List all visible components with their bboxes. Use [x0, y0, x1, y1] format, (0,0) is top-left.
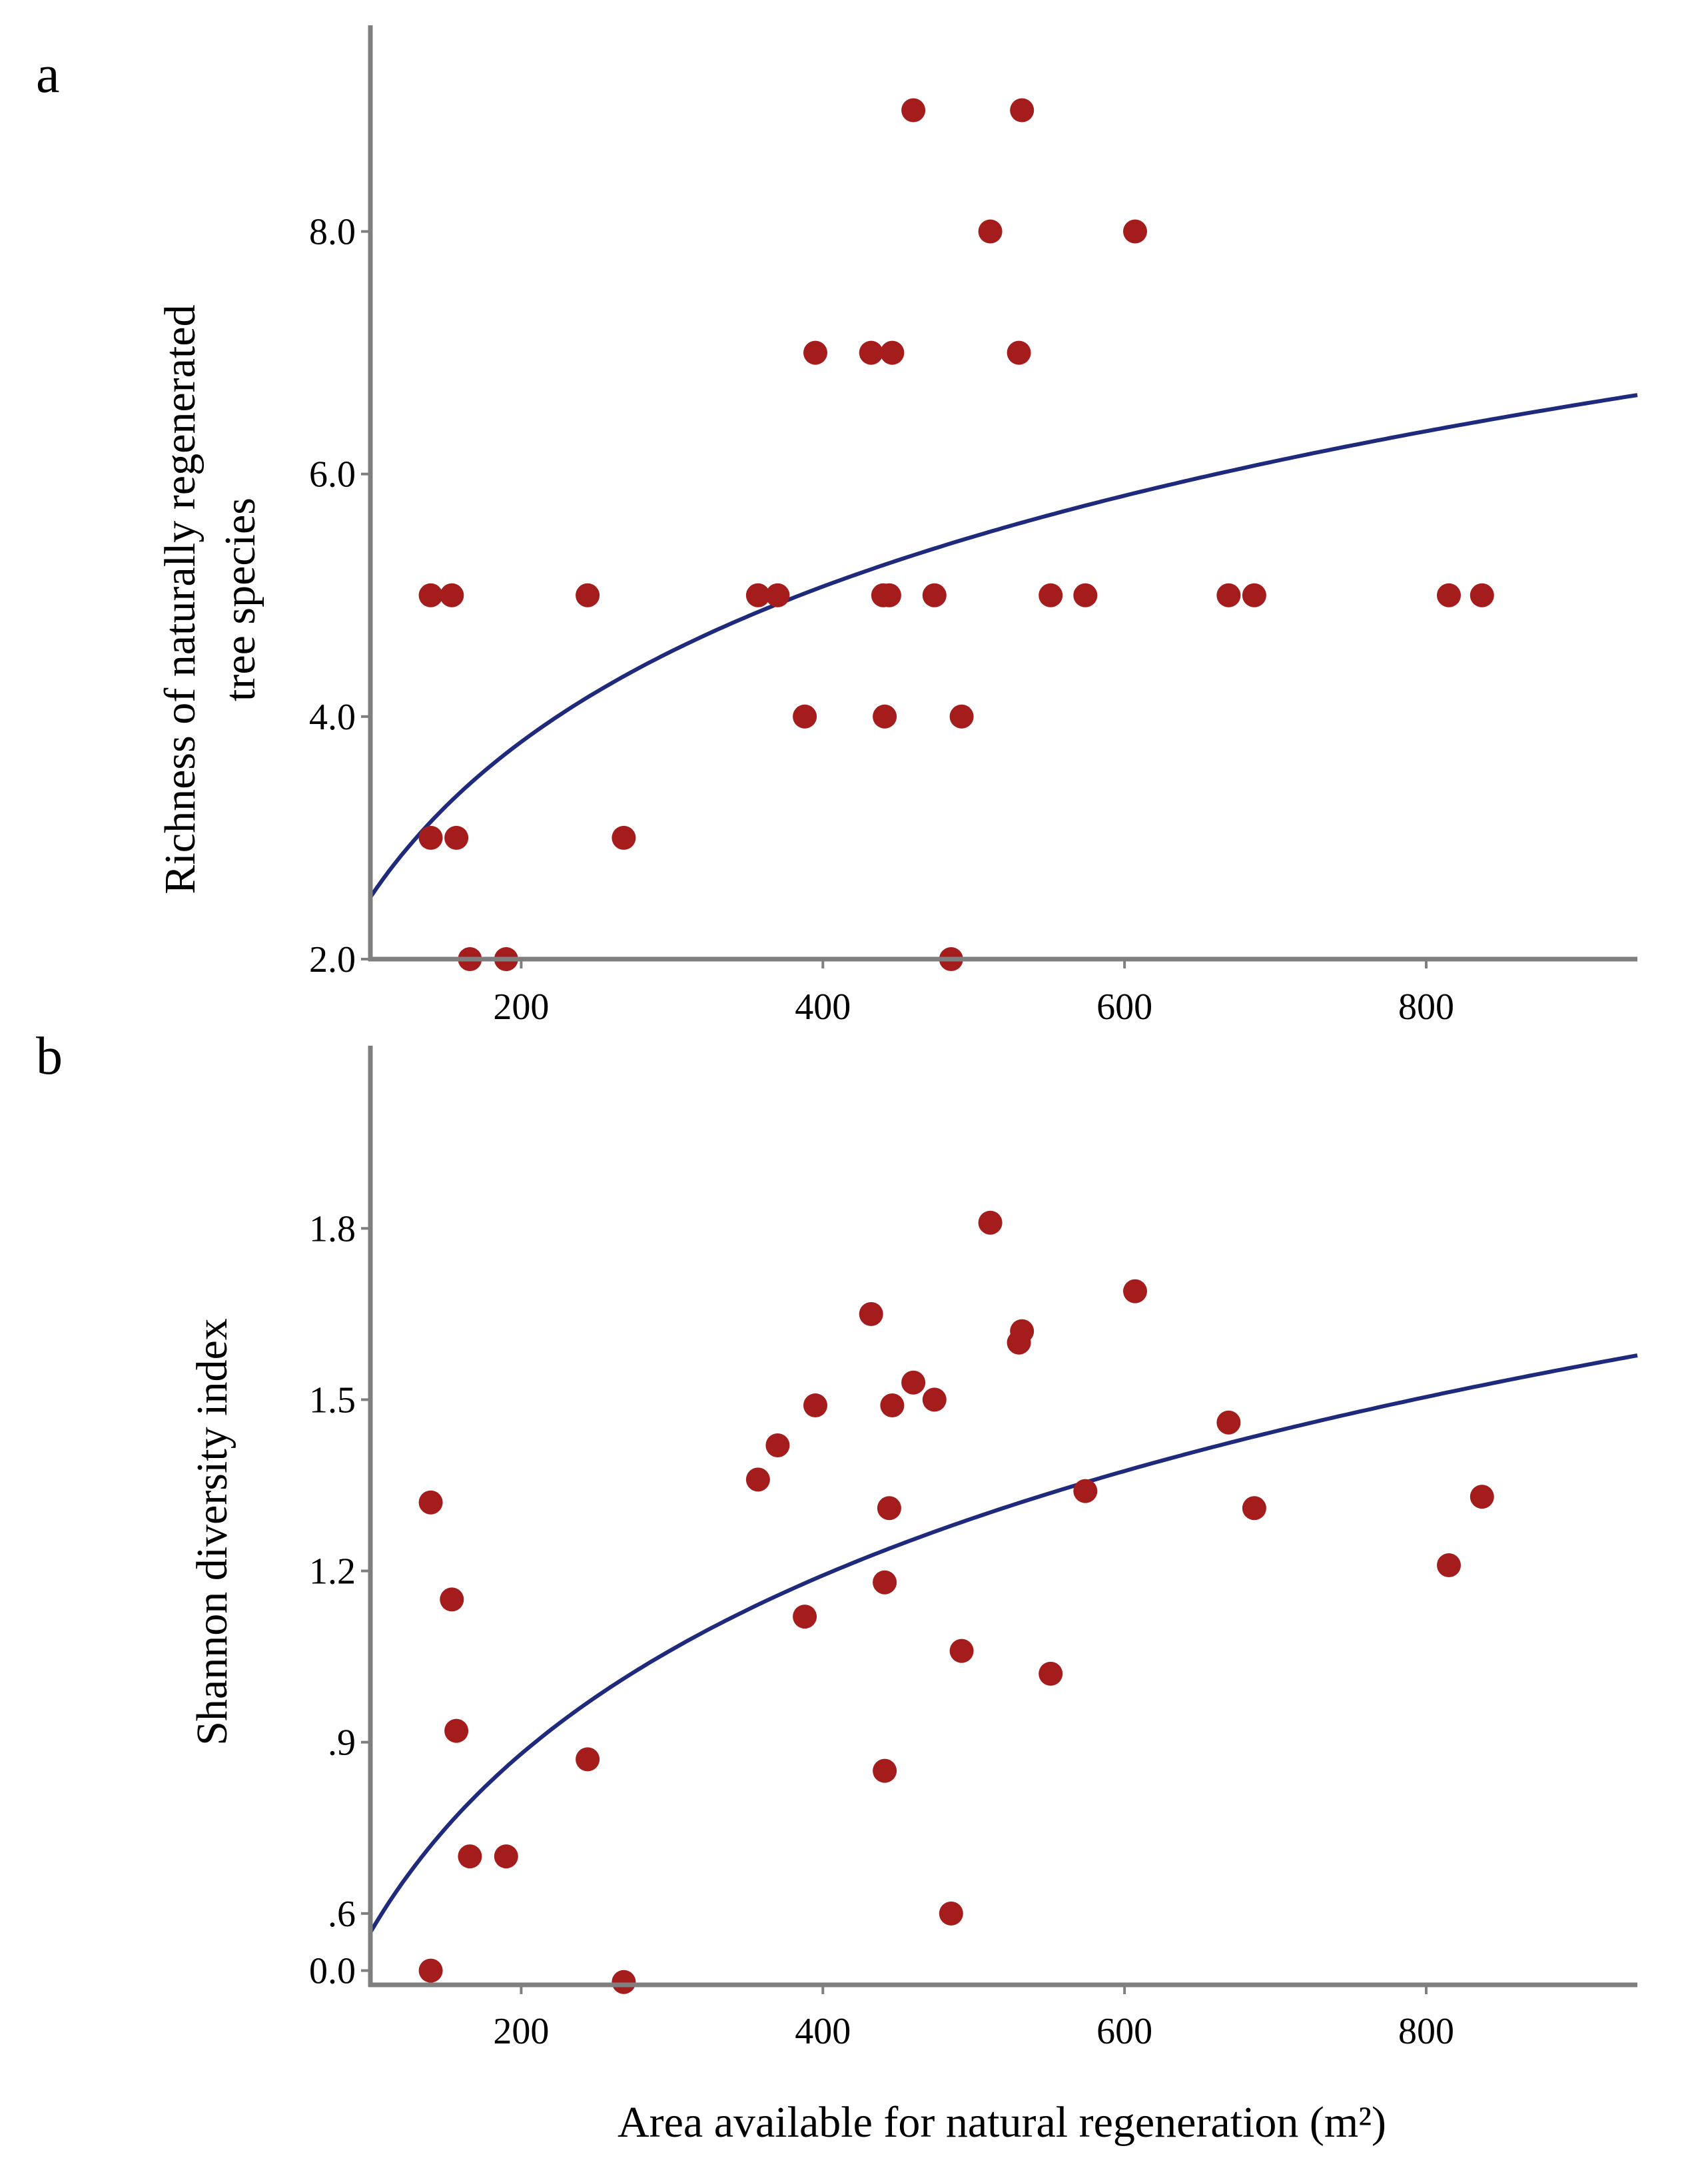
panel-a-ylabel-line2: tree species — [216, 498, 264, 701]
data-point — [494, 1844, 518, 1869]
data-point — [1470, 1485, 1494, 1509]
y-tick-label: 1.5 — [309, 1379, 356, 1421]
data-point — [949, 1638, 974, 1663]
data-point — [949, 704, 974, 729]
data-point — [1073, 583, 1098, 607]
data-point — [745, 1467, 770, 1492]
y-tick-label: 1.8 — [309, 1208, 356, 1250]
x-tick-label: 400 — [795, 2011, 851, 2052]
data-point — [877, 1496, 901, 1521]
data-point — [418, 1958, 443, 1983]
data-point — [765, 1433, 790, 1457]
panel-b-chart: b Shannon diversity index Area available… — [36, 1027, 1638, 2147]
data-point — [1437, 583, 1461, 607]
fit-curve — [368, 1353, 1638, 1934]
x-tick-label: 200 — [493, 2011, 549, 2052]
data-point — [1242, 1496, 1266, 1521]
data-point — [901, 98, 926, 123]
panel-a-axes — [368, 25, 1637, 962]
data-point — [873, 1570, 897, 1595]
panel-b-axes — [368, 1046, 1637, 1988]
data-point — [978, 1210, 1003, 1235]
data-point — [1470, 583, 1494, 607]
panel-a-points — [418, 98, 1494, 971]
data-point — [418, 825, 443, 850]
y-tick-label: .6 — [328, 1894, 356, 1935]
data-point — [1123, 1279, 1147, 1303]
y-tick-label: 2.0 — [309, 939, 356, 980]
data-point — [745, 583, 770, 607]
panel-a-fit-layer — [368, 393, 1638, 899]
x-tick-label: 400 — [795, 986, 851, 1028]
data-point — [1010, 98, 1035, 123]
data-point — [1039, 1661, 1063, 1686]
y-tick-label: .9 — [328, 1722, 356, 1764]
data-point — [765, 583, 790, 607]
data-point — [922, 1387, 947, 1412]
x-tick-label: 200 — [493, 986, 549, 1028]
data-point — [418, 1490, 443, 1515]
data-point — [793, 704, 817, 729]
data-point — [803, 340, 827, 365]
data-point — [939, 1901, 963, 1926]
panel-b-points — [418, 1210, 1494, 1994]
y-tick-label: 4.0 — [309, 697, 356, 738]
panel-b-fit-layer — [368, 1353, 1638, 1934]
data-point — [859, 340, 883, 365]
data-point — [576, 583, 600, 607]
data-point — [873, 1758, 897, 1783]
data-point — [901, 1370, 926, 1395]
data-point — [978, 219, 1003, 244]
fit-curve — [368, 393, 1638, 899]
x-tick-label: 600 — [1096, 986, 1152, 1028]
data-point — [444, 1718, 469, 1743]
data-point — [922, 583, 947, 607]
data-point — [1437, 1553, 1461, 1577]
y-tick-label: 6.0 — [309, 454, 356, 496]
data-point — [576, 1747, 600, 1772]
data-point — [1010, 1319, 1035, 1343]
data-point — [1073, 1479, 1098, 1503]
panel-b-ticks: 200 400 600 800 0.0 .6 .9 1.2 1.5 1.8 — [309, 1208, 1454, 2052]
y-tick-label: 8.0 — [309, 212, 356, 253]
panel-a-ticks: 200 400 600 800 2.0 4.0 6.0 8.0 — [309, 212, 1454, 1028]
x-axis-title: Area available for natural regeneration … — [618, 2098, 1386, 2147]
data-point — [880, 1393, 905, 1417]
data-point — [793, 1605, 817, 1629]
data-point — [440, 583, 464, 607]
y-tick-label: 0.0 — [309, 1951, 356, 1992]
panel-b-label: b — [36, 1027, 63, 1086]
data-point — [1039, 583, 1063, 607]
x-tick-label: 800 — [1398, 986, 1454, 1028]
data-point — [418, 583, 443, 607]
panel-a-label: a — [36, 45, 60, 104]
data-point — [1216, 583, 1241, 607]
data-point — [877, 583, 901, 607]
data-point — [880, 340, 905, 365]
data-point — [1216, 1410, 1241, 1435]
data-point — [873, 704, 897, 729]
panel-b-ylabel: Shannon diversity index — [188, 1318, 236, 1746]
data-point — [612, 825, 636, 850]
data-point — [612, 1970, 636, 1994]
data-point — [859, 1301, 883, 1326]
data-point — [440, 1587, 464, 1612]
x-tick-label: 800 — [1398, 2011, 1454, 2052]
data-point — [458, 1844, 482, 1869]
data-point — [444, 825, 469, 850]
y-tick-label: 1.2 — [309, 1551, 356, 1593]
data-point — [1007, 340, 1031, 365]
data-point — [1123, 219, 1147, 244]
x-tick-label: 600 — [1096, 2011, 1152, 2052]
panel-a-chart: a Richness of naturally regenerated tree… — [36, 25, 1638, 1028]
data-point — [1242, 583, 1266, 607]
data-point — [803, 1393, 827, 1417]
panel-a-ylabel-line1: Richness of naturally regenerated — [156, 304, 205, 894]
